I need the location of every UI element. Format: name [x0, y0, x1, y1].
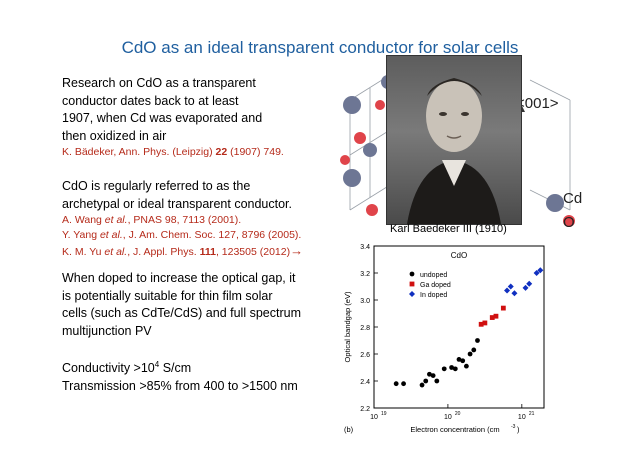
transmission-line: Transmission >85% from 400 to >1500 nm	[62, 378, 298, 393]
reference-baedeker: K. Bädeker, Ann. Phys. (Leipzig) 22 (190…	[62, 146, 284, 158]
legend-marker	[409, 281, 415, 287]
arrow-right-icon[interactable]: →	[290, 243, 304, 258]
reference-yang: Y. Yang et al., J. Am. Chem. Soc. 127, 8…	[62, 229, 302, 241]
text-line: then oxidized in air	[62, 128, 167, 143]
panel-label: (b)	[344, 425, 354, 434]
x-tick-exponent: 19	[381, 411, 387, 417]
data-point	[401, 381, 406, 387]
text-line: cells (such as CdTe/CdS) and full spectr…	[62, 306, 301, 320]
x-tick-exponent: 20	[455, 411, 461, 417]
y-tick-label: 2.4	[360, 379, 370, 386]
legend-marker	[409, 271, 415, 277]
doping-paragraph: When doped to increase the optical gap, …	[62, 270, 332, 340]
data-point	[489, 315, 495, 320]
conductivity-line: Conductivity >104 S/cm	[62, 360, 192, 376]
portrait-photo	[386, 55, 522, 225]
legend-label: undoped	[420, 272, 447, 279]
y-tick-label: 3.2	[360, 271, 370, 278]
history-paragraph: Research on CdO as a transparent conduct…	[62, 75, 332, 160]
text-line: is potentially suitable for thin film so…	[62, 288, 273, 303]
y-tick-label: 3.0	[360, 298, 370, 305]
reference-wang: A. Wang et al., PNAS 98, 7113 (2001).	[62, 214, 242, 226]
y-axis-label: Optical bandgap (eV)	[343, 291, 352, 362]
text-line: multijunction PV	[62, 323, 152, 338]
plot-frame	[373, 245, 545, 409]
x-axis-label-exponent: -3	[511, 424, 516, 430]
data-point	[434, 378, 440, 384]
data-point	[423, 378, 429, 384]
reference-yu: K. M. Yu et al., J. Appl. Phys. 111, 123…	[62, 243, 304, 258]
x-axis-label-end: )	[517, 425, 520, 434]
text-line: CdO is regularly referred to as the	[62, 179, 251, 193]
data-point	[504, 287, 511, 294]
y-tick-label: 2.2	[360, 406, 370, 413]
text-line: conductor dates back to at least	[62, 93, 239, 108]
legend-label: Ga doped	[420, 282, 451, 289]
data-point	[475, 338, 480, 343]
text-line: archetypal or ideal transparent conducto…	[62, 196, 292, 211]
data-point	[460, 358, 466, 364]
data-point	[467, 351, 473, 357]
data-point	[430, 373, 436, 378]
data-point	[449, 365, 455, 370]
data-point	[482, 320, 488, 326]
data-point	[478, 321, 484, 327]
o-legend-label: O	[563, 214, 575, 231]
data-point	[419, 382, 425, 388]
portrait-caption: Karl Baedeker III (1910)	[390, 223, 507, 235]
data-point	[526, 280, 533, 287]
text-line: Research on CdO as a transparent	[62, 76, 256, 90]
data-point	[452, 366, 458, 372]
miller-index-label: <001>	[516, 95, 559, 112]
data-point	[507, 283, 514, 290]
x-tick-label: 10	[370, 414, 378, 421]
data-point	[522, 284, 529, 291]
data-point	[393, 381, 399, 387]
data-point	[441, 366, 447, 372]
data-point	[471, 347, 477, 353]
legend-marker	[409, 291, 415, 297]
cd-legend-label: Cd	[563, 190, 583, 207]
text-line: 1907, when Cd was evaporated and	[62, 111, 263, 125]
x-axis-label: Electron concentration (cm	[410, 425, 499, 434]
slide-title: CdO as an ideal transparent conductor fo…	[121, 38, 519, 57]
data-point	[493, 313, 499, 319]
x-tick-label: 10	[444, 414, 452, 421]
text-line: When doped to increase the optical gap, …	[62, 271, 296, 285]
data-point	[456, 357, 462, 362]
data-point	[463, 363, 469, 369]
portrait-silhouette	[407, 78, 501, 224]
x-tick-exponent: 21	[529, 411, 535, 417]
data-point	[533, 270, 540, 276]
data-point	[511, 290, 518, 297]
archetype-paragraph: CdO is regularly referred to as the arch…	[62, 178, 332, 260]
data-point	[500, 305, 506, 311]
chart-title: CdO	[451, 251, 467, 260]
y-tick-label: 2.6	[360, 352, 370, 359]
x-tick-label: 10	[518, 414, 526, 421]
y-tick-label: 2.8	[360, 325, 370, 332]
data-point	[427, 371, 432, 377]
y-tick-label: 3.4	[360, 244, 370, 251]
legend-label: In doped	[420, 292, 447, 299]
properties-paragraph: Conductivity >104 S/cm Transmission >85%…	[62, 356, 332, 395]
data-point	[537, 267, 544, 274]
crystal-structure-image	[340, 74, 575, 227]
